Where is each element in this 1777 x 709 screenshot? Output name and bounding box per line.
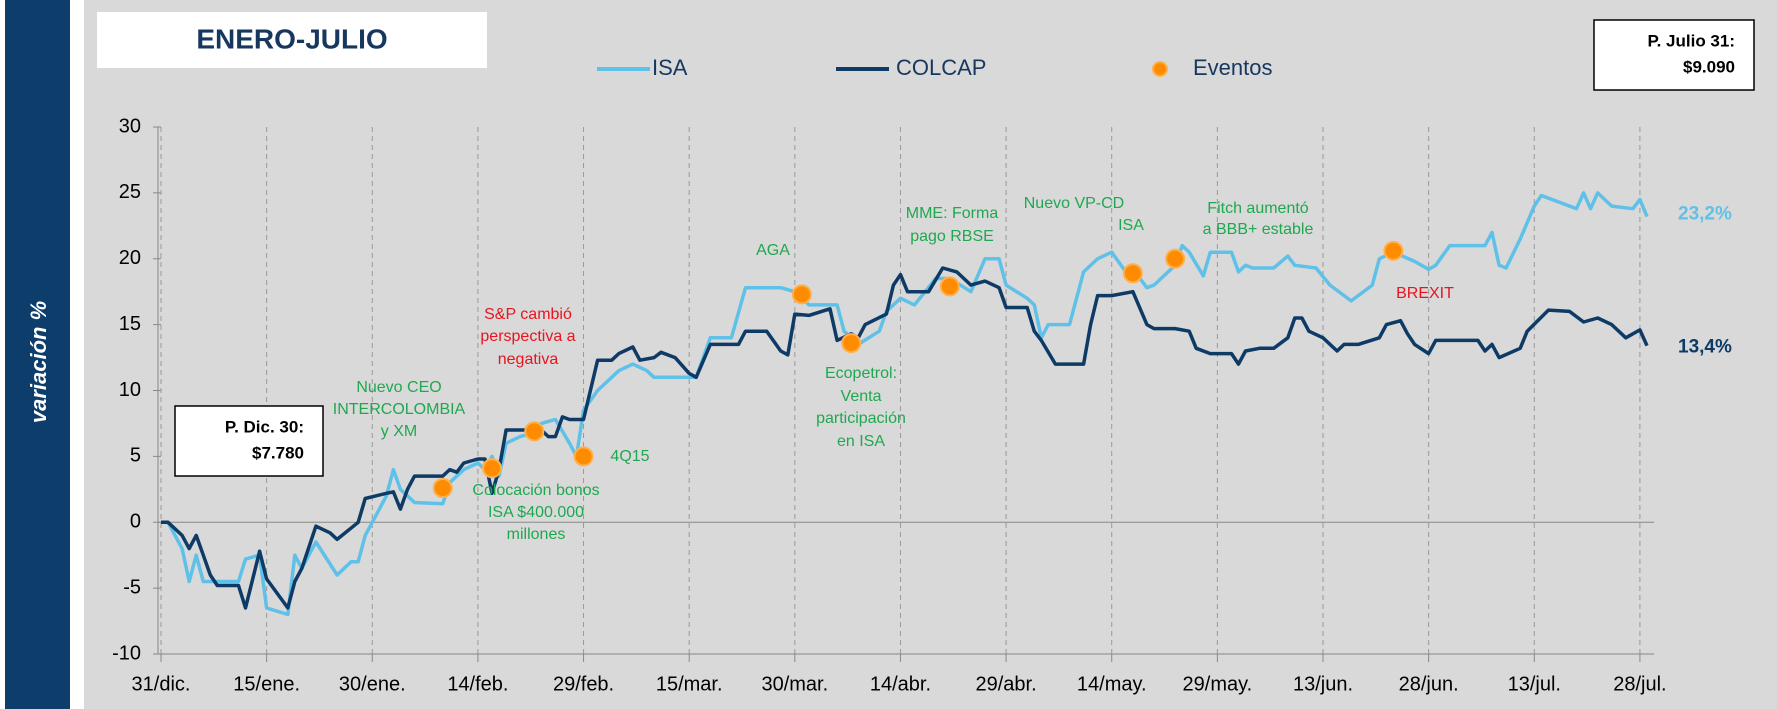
- x-tick-label: 29/may.: [1183, 673, 1253, 695]
- event-marker: [573, 446, 594, 467]
- plot-background: [84, 0, 1777, 709]
- annotation: MME: Forma: [906, 205, 999, 222]
- x-tick-label: 28/jun.: [1399, 673, 1459, 695]
- annotation: BREXIT: [1396, 285, 1454, 302]
- annotation: millones: [507, 526, 566, 543]
- annotation: AGA: [756, 242, 790, 259]
- y-axis-label: variación %: [26, 301, 51, 423]
- x-tick-label: 30/ene.: [339, 673, 406, 695]
- side-bar: [5, 0, 70, 709]
- annotation: ISA: [1118, 217, 1144, 234]
- annotation: Nuevo VP-CD: [1024, 195, 1124, 212]
- x-tick-label: 15/mar.: [656, 673, 723, 695]
- x-tick-label: 14/abr.: [870, 673, 931, 695]
- x-tick-label: 14/feb.: [447, 673, 508, 695]
- price-box-text: P. Dic. 30:: [225, 417, 304, 436]
- annotation: Nuevo CEO: [356, 379, 441, 396]
- y-tick-label: 15: [119, 313, 141, 335]
- x-tick-label: 29/abr.: [976, 673, 1037, 695]
- event-marker: [524, 421, 545, 442]
- y-tick-label: 30: [119, 115, 141, 137]
- price-box: [174, 405, 324, 477]
- x-tick-label: 13/jul.: [1508, 673, 1561, 695]
- x-tick-label: 30/mar.: [761, 673, 828, 695]
- chart-title: ENERO-JULIO: [196, 23, 387, 54]
- y-tick-label: 25: [119, 181, 141, 203]
- event-marker: [791, 284, 812, 305]
- x-tick-label: 31/dic.: [132, 673, 191, 695]
- legend-swatch: [1152, 61, 1168, 77]
- event-marker: [481, 458, 502, 479]
- annotation: Fitch aumentó: [1207, 200, 1308, 217]
- annotation: perspectiva a: [480, 328, 575, 345]
- annotation: Colocación bonos: [472, 482, 599, 499]
- annotation: en ISA: [837, 433, 885, 450]
- y-tick-label: 5: [130, 445, 141, 467]
- legend-label: Eventos: [1193, 55, 1273, 80]
- event-marker: [432, 477, 453, 498]
- annotation: negativa: [498, 351, 559, 368]
- annotation: Venta: [841, 388, 882, 405]
- y-tick-label: 0: [130, 511, 141, 533]
- annotation: INTERCOLOMBIA: [333, 401, 466, 418]
- legend-label: COLCAP: [896, 55, 986, 80]
- y-tick-label: 20: [119, 247, 141, 269]
- event-marker: [939, 276, 960, 297]
- price-box-text: $9.090: [1683, 57, 1735, 76]
- annotation: 4Q15: [610, 448, 649, 465]
- x-tick-label: 28/jul.: [1613, 673, 1666, 695]
- x-tick-label: 14/may.: [1077, 673, 1147, 695]
- price-box: [1593, 19, 1755, 91]
- annotation: pago RBSE: [910, 228, 994, 245]
- x-tick-label: 15/ene.: [233, 673, 300, 695]
- annotation: Ecopetrol:: [825, 365, 897, 382]
- annotation: ISA $400.000: [488, 504, 584, 521]
- y-tick-label: -10: [112, 642, 141, 664]
- event-marker: [1165, 248, 1186, 269]
- y-tick-label: -5: [123, 576, 141, 598]
- annotation: participación: [816, 410, 906, 427]
- y-tick-label: 10: [119, 379, 141, 401]
- title-box: [97, 12, 487, 68]
- event-marker: [1383, 240, 1404, 261]
- annotation: a BBB+ estable: [1203, 221, 1314, 238]
- annotation: S&P cambió: [484, 306, 572, 323]
- x-tick-label: 29/feb.: [553, 673, 614, 695]
- price-box-text: $7.780: [252, 443, 304, 462]
- end-label: 13,4%: [1678, 337, 1732, 358]
- annotation: y XM: [381, 423, 417, 440]
- x-tick-label: 13/jun.: [1293, 673, 1353, 695]
- price-box-text: P. Julio 31:: [1647, 31, 1735, 50]
- end-label: 23,2%: [1678, 204, 1732, 225]
- event-marker: [1122, 263, 1143, 284]
- event-marker: [841, 333, 862, 354]
- legend-label: ISA: [652, 55, 688, 80]
